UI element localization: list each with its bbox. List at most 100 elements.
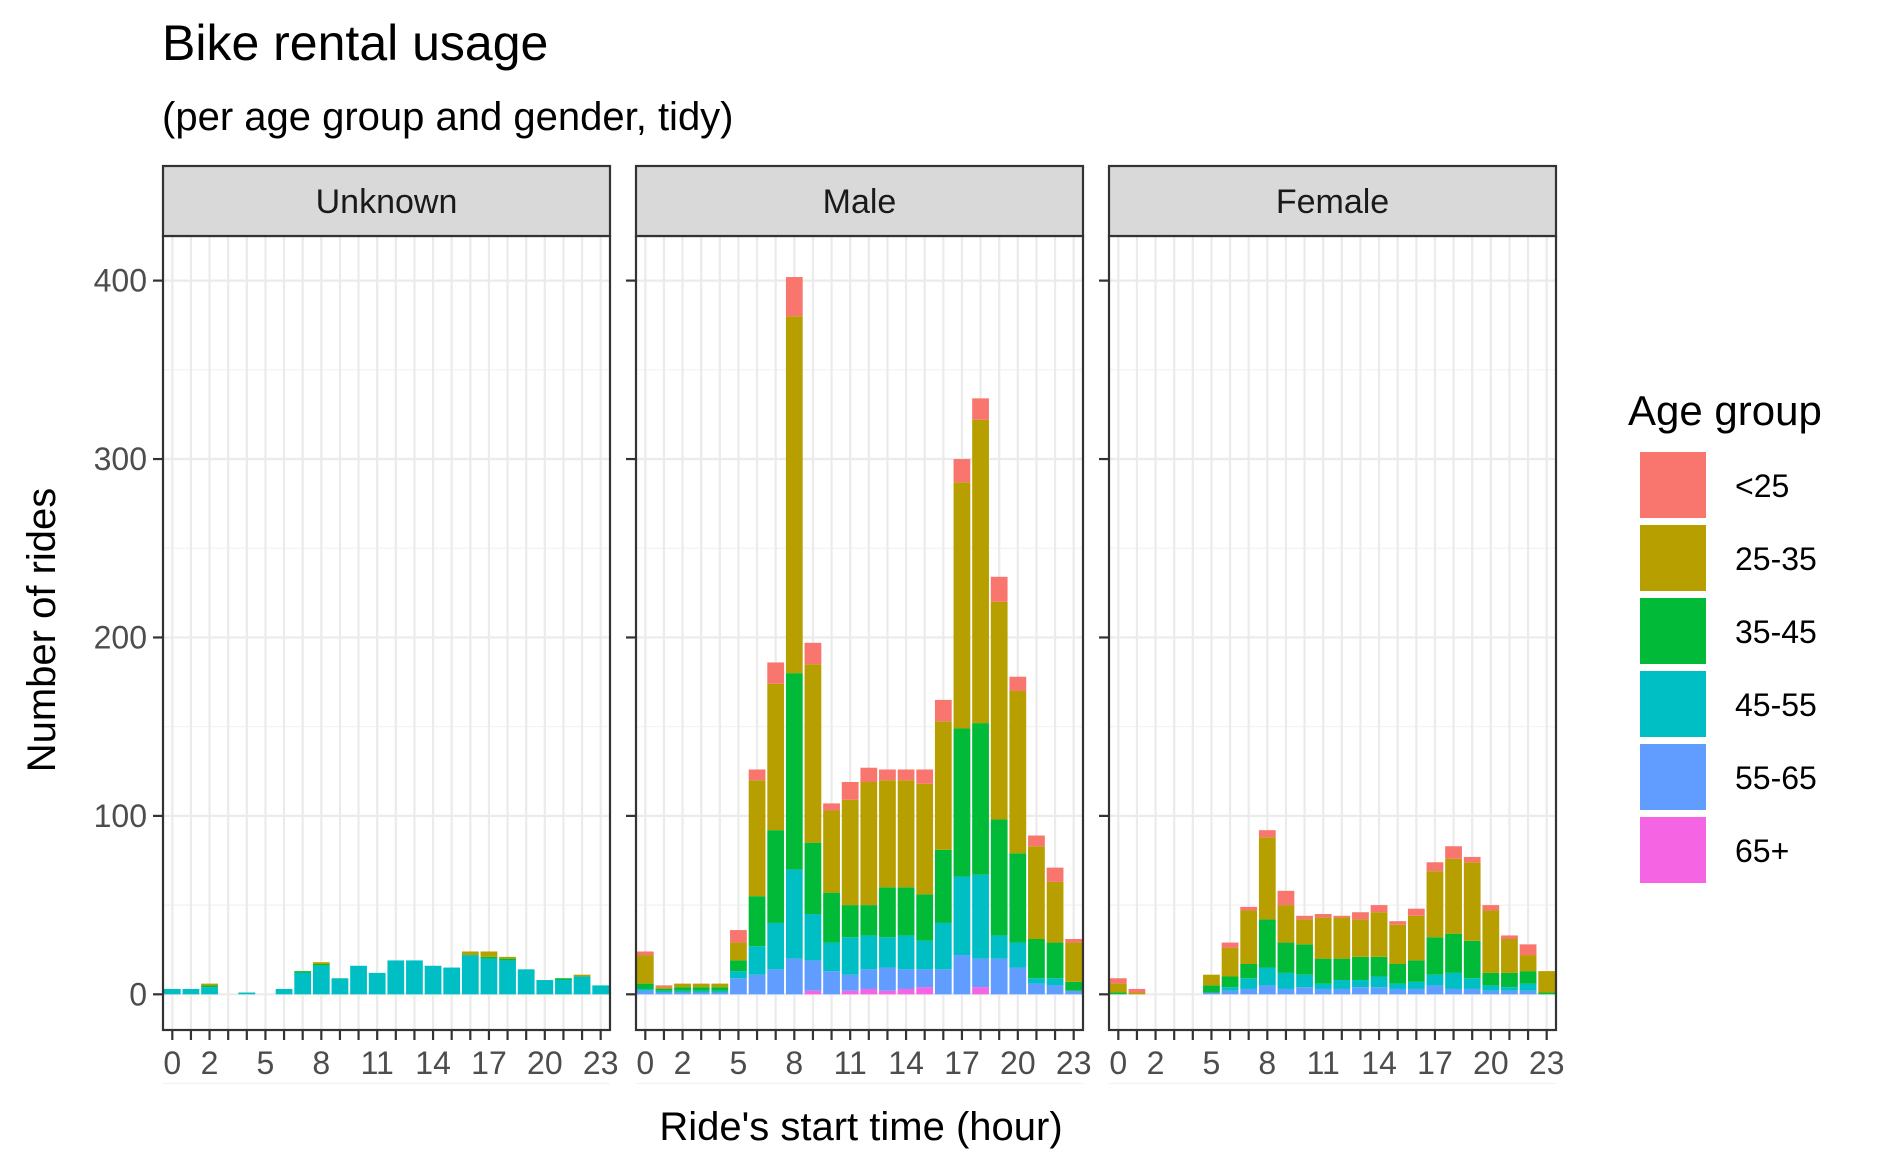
x-tick-label: 23 <box>583 1045 619 1081</box>
legend-label: <25 <box>1735 468 1789 504</box>
bar-segment <box>1445 988 1462 995</box>
x-tick-label: 5 <box>1203 1045 1221 1081</box>
bar-segment <box>1482 990 1500 995</box>
x-axis-title: Ride's start time (hour) <box>659 1105 1062 1149</box>
bar-segment <box>748 780 766 897</box>
bar-segment <box>879 887 896 938</box>
bar-segment <box>879 769 896 781</box>
bar-segment <box>1296 915 1313 920</box>
bar-segment <box>1407 988 1425 995</box>
legend-label: 65+ <box>1735 833 1789 869</box>
legend-item: <25 <box>1640 452 1789 518</box>
bar-segment <box>804 960 822 991</box>
bar-segment <box>785 673 803 870</box>
bar-segment <box>1389 924 1407 964</box>
bar-segment <box>990 935 1008 959</box>
bar-segment <box>674 983 691 988</box>
bars-male <box>636 277 1083 995</box>
bar-segment <box>674 990 691 993</box>
bar-segment <box>1501 939 1518 973</box>
bar-segment <box>655 992 673 995</box>
bar-segment <box>499 958 516 961</box>
bar-segment <box>860 988 878 995</box>
bar-segment <box>480 958 498 995</box>
bar-segment <box>1028 939 1045 979</box>
chart-subtitle: (per age group and gender, tidy) <box>162 95 734 139</box>
bar-segment <box>730 930 747 943</box>
bar-segment <box>1482 905 1500 911</box>
bar-segment <box>897 887 915 936</box>
legend-title: Age group <box>1628 387 1822 434</box>
bar-segment <box>1258 837 1276 920</box>
bar-segment <box>636 955 654 984</box>
bar-segment <box>785 869 803 959</box>
bar-segment <box>841 937 859 975</box>
bar-segment <box>1240 988 1258 995</box>
bar-segment <box>692 987 710 991</box>
bar-segment <box>1221 942 1239 948</box>
bar-segment <box>331 978 349 995</box>
bar-segment <box>1426 871 1444 938</box>
x-tick-label: 2 <box>201 1045 219 1081</box>
bar-segment <box>1221 987 1239 991</box>
y-tick-label: 0 <box>129 976 147 1012</box>
legend-item: 55-65 <box>1640 744 1817 810</box>
bar-segment <box>804 664 822 843</box>
bar-segment <box>636 988 654 991</box>
x-tick-label: 8 <box>785 1045 803 1081</box>
x-tick-label: 8 <box>312 1045 330 1081</box>
bar-segment <box>860 905 878 936</box>
bar-segment <box>1028 846 1045 940</box>
bar-segment <box>1445 858 1462 934</box>
bar-segment <box>823 942 840 972</box>
bar-segment <box>897 988 915 995</box>
bar-segment <box>1314 958 1332 984</box>
bar-segment <box>1389 921 1407 925</box>
x-tick-label: 2 <box>674 1045 692 1081</box>
x-tick-label: 23 <box>1529 1045 1565 1081</box>
bar-segment <box>1501 990 1518 995</box>
bar-segment <box>1128 992 1146 995</box>
bar-segment <box>860 767 878 782</box>
y-axis-title: Number of rides <box>20 488 64 773</box>
bar-segment <box>711 992 729 995</box>
legend-swatch <box>1640 744 1706 810</box>
bar-segment <box>767 683 785 831</box>
bar-segment <box>1046 985 1064 995</box>
bar-segment <box>804 990 822 995</box>
bar-segment <box>972 723 989 875</box>
legend-keys: <25 25-35 35-45 45-55 55-65 65+ <box>1640 452 1817 883</box>
x-tick-label: 17 <box>471 1045 507 1081</box>
legend: Age group <25 25-35 35-45 45-55 55-65 65+ <box>1628 387 1822 883</box>
bar-segment <box>879 990 896 995</box>
legend-swatch <box>1640 671 1706 737</box>
bar-segment <box>711 983 729 988</box>
bar-segment <box>1370 956 1388 977</box>
bar-segment <box>573 976 591 995</box>
panel-background <box>163 236 610 1030</box>
bar-segment <box>312 965 330 995</box>
bar-segment <box>1221 990 1239 995</box>
x-tick-label: 11 <box>1307 1045 1340 1081</box>
bar-segment <box>555 980 572 995</box>
bar-segment <box>730 960 747 972</box>
bar-segment <box>1296 974 1313 988</box>
bar-segment <box>879 937 896 968</box>
facet-strip-label: Unknown <box>316 183 458 221</box>
bar-segment <box>953 482 971 729</box>
legend-item: 45-55 <box>1640 671 1817 737</box>
x-tick-label: 20 <box>1000 1045 1036 1081</box>
bar-segment <box>350 965 367 995</box>
x-axis-ticks: 0 2 5 8 11 14 17 20 23 <box>636 1030 1091 1081</box>
bar-segment <box>517 969 535 995</box>
bar-segment <box>1258 919 1276 968</box>
bar-segment <box>1258 830 1276 838</box>
bar-segment <box>990 601 1008 820</box>
bar-segment <box>1314 914 1332 918</box>
bar-segment <box>1221 947 1239 977</box>
bar-segment <box>1352 956 1369 981</box>
bar-segment <box>1109 983 1127 993</box>
x-tick-label: 0 <box>636 1045 654 1081</box>
